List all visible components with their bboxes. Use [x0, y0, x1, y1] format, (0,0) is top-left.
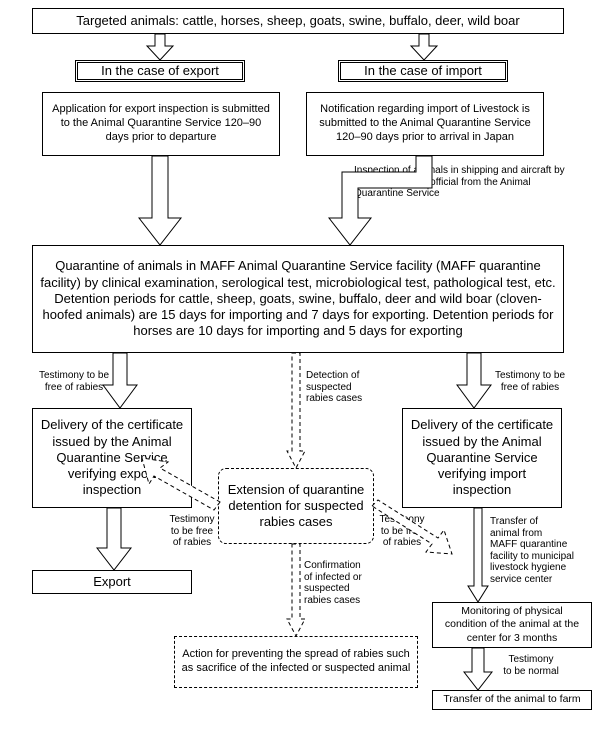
certificate-import-text: Delivery of the certificate issued by th…	[409, 417, 555, 498]
arrow-quarantine-to-extension	[287, 353, 305, 468]
arrow-quarantine-to-cert-export	[103, 353, 137, 408]
testimony-ext-left-label: Testimony to be free of rabies	[164, 514, 220, 549]
arrow-cert-import-to-monitoring	[468, 508, 488, 602]
export-final-box: Export	[32, 570, 192, 594]
transfer-farm-text: Transfer of the animal to farm	[443, 693, 580, 706]
extension-box: Extension of quarantine detention for su…	[218, 468, 374, 544]
action-box: Action for preventing the spread of rabi…	[174, 636, 418, 688]
import-case-text: In the case of import	[364, 63, 482, 79]
extension-text: Extension of quarantine detention for su…	[225, 482, 367, 531]
arrow-extension-to-monitoring	[372, 500, 452, 554]
arrow-extension-to-cert-export	[142, 458, 220, 510]
export-case-text: In the case of export	[101, 63, 219, 79]
transfer-label: Transfer of animal from MAFF quarantine …	[490, 516, 600, 585]
arrow-targeted-to-import-case	[411, 34, 437, 60]
import-case-box: In the case of import	[338, 60, 508, 82]
arrow-targeted-to-export-case	[147, 34, 173, 60]
arrow-monitoring-to-transfer	[464, 648, 492, 690]
targeted-animals-box: Targeted animals: cattle, horses, sheep,…	[32, 8, 564, 34]
testimony-free-right-label: Testimony to be free of rabies	[486, 370, 574, 393]
arrow-quarantine-to-cert-import	[457, 353, 491, 408]
import-notification-text: Notification regarding import of Livesto…	[313, 103, 537, 144]
arrow-export-app-to-quarantine	[139, 156, 181, 245]
quarantine-box: Quarantine of animals in MAFF Animal Qua…	[32, 245, 564, 353]
export-application-text: Application for export inspection is sub…	[49, 103, 273, 144]
monitoring-text: Monitoring of physical condition of the …	[439, 605, 585, 644]
confirmation-label: Confirmation of infected or suspected ra…	[304, 560, 384, 606]
export-final-text: Export	[93, 574, 131, 590]
import-notification-box: Notification regarding import of Livesto…	[306, 92, 544, 156]
targeted-text: Targeted animals: cattle, horses, sheep,…	[76, 13, 519, 29]
action-text: Action for preventing the spread of rabi…	[181, 648, 411, 676]
arrow-import-notif-to-quarantine	[324, 156, 444, 245]
export-application-box: Application for export inspection is sub…	[42, 92, 280, 156]
arrow-extension-to-action	[287, 544, 305, 636]
arrow-cert-export-to-export	[97, 508, 131, 570]
monitoring-box: Monitoring of physical condition of the …	[432, 602, 592, 648]
export-case-box: In the case of export	[75, 60, 245, 82]
detection-label: Detection of suspected rabies cases	[306, 370, 386, 405]
certificate-import-box: Delivery of the certificate issued by th…	[402, 408, 562, 508]
quarantine-text: Quarantine of animals in MAFF Animal Qua…	[39, 258, 557, 339]
testimony-normal-label: Testimony to be normal	[496, 654, 566, 677]
transfer-farm-box: Transfer of the animal to farm	[432, 690, 592, 710]
